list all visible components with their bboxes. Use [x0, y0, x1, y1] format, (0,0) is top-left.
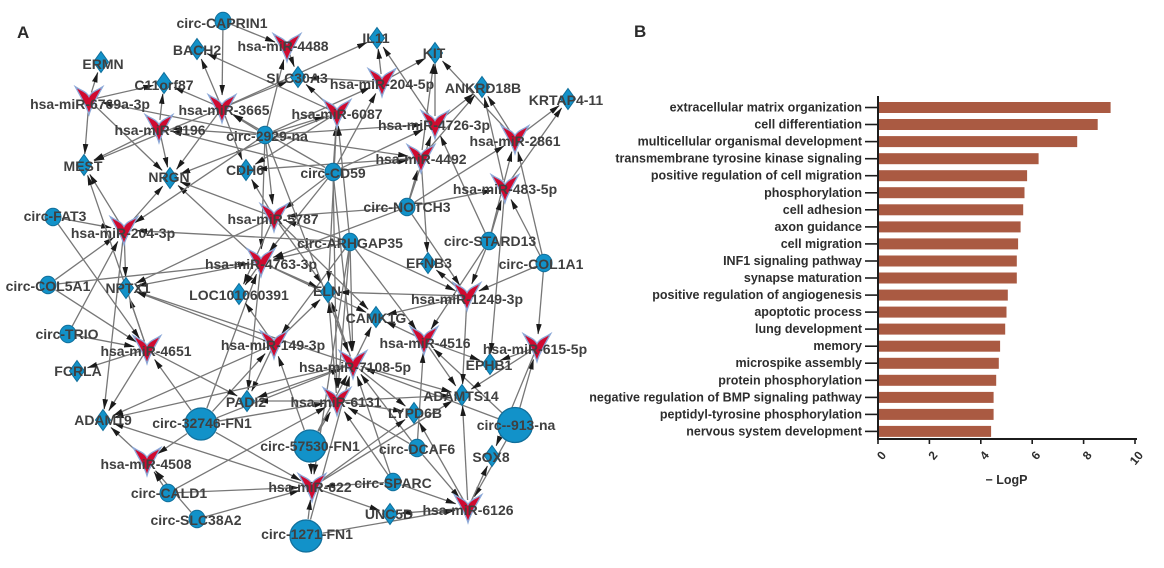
svg-text:apoptotic process: apoptotic process — [754, 305, 862, 319]
svg-text:NPTX1: NPTX1 — [105, 280, 150, 296]
svg-text:protein phosphorylation: protein phosphorylation — [718, 373, 862, 387]
svg-text:ERMN: ERMN — [82, 56, 123, 72]
svg-text:circ-32746-FN1: circ-32746-FN1 — [152, 415, 252, 431]
svg-text:SOX8: SOX8 — [472, 449, 510, 465]
svg-text:ELN: ELN — [313, 283, 341, 299]
svg-text:extracellular matrix organizat: extracellular matrix organization — [670, 101, 862, 115]
svg-text:hsa-miR-6131: hsa-miR-6131 — [290, 394, 381, 410]
svg-text:CDH6: CDH6 — [226, 162, 264, 178]
svg-text:hsa-miR-4726-3p: hsa-miR-4726-3p — [378, 117, 490, 133]
svg-text:circ-NOTCH3: circ-NOTCH3 — [363, 199, 450, 215]
svg-text:BACH2: BACH2 — [173, 42, 221, 58]
svg-text:hsa-miR-4651: hsa-miR-4651 — [100, 343, 191, 359]
svg-text:nervous system development: nervous system development — [686, 424, 863, 438]
svg-text:ANKRD18B: ANKRD18B — [445, 80, 521, 96]
svg-text:circ--913-na: circ--913-na — [477, 417, 556, 433]
svg-text:hsa-miR-6126: hsa-miR-6126 — [422, 502, 513, 518]
svg-text:circ-SLC38A2: circ-SLC38A2 — [150, 512, 241, 528]
svg-text:circ-DCAF6: circ-DCAF6 — [379, 441, 455, 457]
svg-text:circ-COL5A1: circ-COL5A1 — [6, 278, 91, 294]
svg-text:circ-STARD13: circ-STARD13 — [444, 233, 537, 249]
svg-text:NRGN: NRGN — [148, 169, 189, 185]
svg-text:synapse maturation: synapse maturation — [744, 271, 862, 285]
svg-text:− LogP: − LogP — [985, 473, 1027, 487]
svg-text:hsa-miR-204-3p: hsa-miR-204-3p — [71, 225, 175, 241]
svg-text:B: B — [634, 22, 646, 41]
svg-text:memory: memory — [813, 339, 862, 353]
svg-text:circ-ARHGAP35: circ-ARHGAP35 — [297, 235, 403, 251]
svg-text:hsa-miR-6769a-3p: hsa-miR-6769a-3p — [30, 96, 150, 112]
svg-text:ADAM19: ADAM19 — [74, 412, 132, 428]
svg-text:circ-CAPRIN1: circ-CAPRIN1 — [176, 15, 267, 31]
svg-text:circ-CD59: circ-CD59 — [300, 165, 366, 181]
svg-text:peptidyl-tyrosine phosphorylat: peptidyl-tyrosine phosphorylation — [660, 407, 862, 421]
svg-text:hsa-miR-4508: hsa-miR-4508 — [100, 456, 191, 472]
svg-text:IL11: IL11 — [362, 30, 389, 46]
svg-text:hsa-miR-3665: hsa-miR-3665 — [178, 102, 269, 118]
svg-text:SLC30A3: SLC30A3 — [266, 70, 328, 86]
svg-text:axon guidance: axon guidance — [774, 220, 862, 234]
svg-text:A: A — [17, 23, 29, 42]
svg-text:circ-57530-FN1: circ-57530-FN1 — [260, 438, 360, 454]
svg-text:circ-COL1A1: circ-COL1A1 — [499, 256, 584, 272]
svg-text:hsa-miR-7108-5p: hsa-miR-7108-5p — [299, 359, 411, 375]
svg-text:LYPD6B: LYPD6B — [388, 405, 442, 421]
svg-text:FCRLA: FCRLA — [54, 363, 101, 379]
svg-text:circ-SPARC: circ-SPARC — [354, 475, 432, 491]
svg-text:hsa-miR-149-3p: hsa-miR-149-3p — [221, 337, 325, 353]
svg-text:lung development: lung development — [755, 322, 863, 336]
svg-text:C11orf87: C11orf87 — [134, 77, 193, 93]
svg-text:hsa-miR-4492: hsa-miR-4492 — [375, 151, 466, 167]
svg-text:EPHB1: EPHB1 — [466, 357, 513, 373]
svg-text:KRTAP4-11: KRTAP4-11 — [529, 92, 604, 108]
svg-text:transmembrane tyrosine kinase: transmembrane tyrosine kinase signaling — [615, 152, 862, 166]
svg-text:circ-TRIO: circ-TRIO — [35, 326, 98, 342]
svg-text:CAMK1G: CAMK1G — [346, 310, 407, 326]
svg-text:UNC5D: UNC5D — [365, 506, 413, 522]
svg-text:circ-FAT3: circ-FAT3 — [24, 208, 87, 224]
svg-text:cell differentiation: cell differentiation — [754, 118, 862, 132]
svg-text:hsa-miR-622: hsa-miR-622 — [268, 479, 351, 495]
svg-text:cell adhesion: cell adhesion — [783, 203, 862, 217]
svg-text:phosphorylation: phosphorylation — [764, 186, 862, 200]
svg-text:PADI2: PADI2 — [226, 394, 266, 410]
svg-text:positive regulation of angioge: positive regulation of angiogenesis — [652, 288, 862, 302]
svg-text:circ-2929-na: circ-2929-na — [226, 128, 308, 144]
svg-text:cell migration: cell migration — [781, 237, 862, 251]
svg-text:circ-1271-FN1: circ-1271-FN1 — [261, 526, 353, 542]
svg-text:hsa-miR-4516: hsa-miR-4516 — [379, 335, 470, 351]
svg-text:microspike assembly: microspike assembly — [736, 356, 863, 370]
svg-text:circ-CALD1: circ-CALD1 — [131, 485, 207, 501]
svg-text:hsa-miR-1249-3p: hsa-miR-1249-3p — [411, 291, 523, 307]
svg-text:hsa-miR-5787: hsa-miR-5787 — [227, 211, 318, 227]
svg-text:ADAMTS14: ADAMTS14 — [423, 388, 499, 404]
svg-text:hsa-miR-4763-3p: hsa-miR-4763-3p — [205, 256, 317, 272]
svg-text:hsa-miR-2861: hsa-miR-2861 — [469, 133, 560, 149]
svg-text:KIT: KIT — [423, 45, 446, 61]
svg-text:EFNB3: EFNB3 — [406, 255, 452, 271]
svg-text:multicellular organismal devel: multicellular organismal development — [638, 135, 863, 149]
svg-text:LOC101060391: LOC101060391 — [189, 287, 289, 303]
svg-text:hsa-miR-6087: hsa-miR-6087 — [291, 106, 382, 122]
svg-text:INF1 signaling pathway: INF1 signaling pathway — [723, 254, 862, 268]
svg-text:hsa-miR-3196: hsa-miR-3196 — [114, 122, 205, 138]
svg-text:hsa-miR-4488: hsa-miR-4488 — [237, 38, 328, 54]
svg-text:negative regulation of BMP sig: negative regulation of BMP signaling pat… — [589, 390, 862, 404]
svg-text:hsa-miR-615-5p: hsa-miR-615-5p — [483, 341, 587, 357]
svg-text:positive regulation of cell mi: positive regulation of cell migration — [651, 169, 862, 183]
svg-text:hsa-miR-204-5p: hsa-miR-204-5p — [330, 76, 434, 92]
svg-text:MEST: MEST — [64, 158, 103, 174]
svg-text:hsa-miR-483-5p: hsa-miR-483-5p — [453, 181, 557, 197]
